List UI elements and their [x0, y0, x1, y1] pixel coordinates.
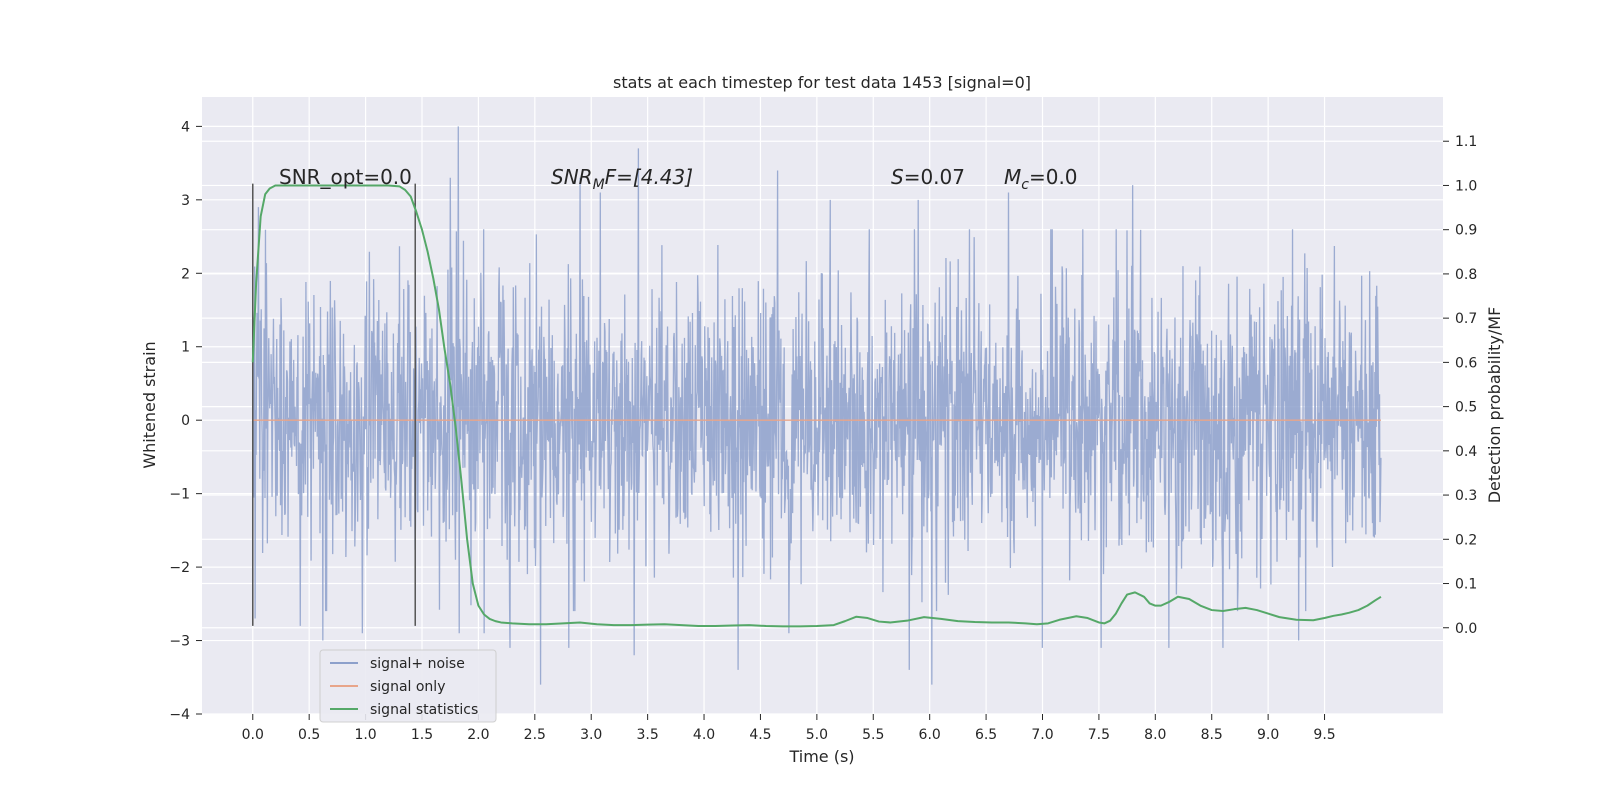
x-tick-label-1: 0.5 — [298, 727, 320, 743]
x-tick-label-13: 6.5 — [975, 727, 997, 743]
annotation-s: S=0.07 — [891, 165, 965, 189]
legend-label-signal-only: signal only — [370, 679, 445, 695]
y2-tick-label-7: 0.4 — [1455, 444, 1477, 460]
annotation-snr-opt: SNR_opt=0.0 — [279, 165, 412, 189]
x-tick-label-7: 3.5 — [636, 727, 658, 743]
y-axis-label: Whitened strain — [140, 341, 159, 468]
y-tick-label-1: 3 — [181, 193, 190, 209]
x-tick-label-9: 4.5 — [749, 727, 771, 743]
x-tick-label-5: 2.5 — [524, 727, 546, 743]
x-tick-label-6: 3.0 — [580, 727, 602, 743]
y2-tick-label-3: 0.8 — [1455, 267, 1477, 283]
signal-noise-line — [252, 126, 1382, 685]
y2-axis-ticks: 1.1 1.0 0.9 0.8 0.7 0.6 0.5 0.4 0.3 0.2 0.1 0.0 — [1443, 134, 1477, 637]
signal-statistics-line — [251, 184, 1382, 628]
annotation-snr-mf: SNRMF=[4.43] — [551, 165, 693, 193]
annotation-s-value: =0.07 — [904, 165, 965, 189]
legend-box — [319, 649, 497, 723]
x-axis-label: Time (s) — [788, 747, 854, 766]
annotation-mc: Mc=0.0 — [1004, 165, 1078, 193]
x-tick-label-16: 8.0 — [1144, 727, 1166, 743]
y-tick-label-8: −4 — [169, 707, 190, 723]
annotation-snr-mf-subscript: M — [593, 177, 605, 193]
annotation-mc-subscript: c — [1021, 177, 1029, 193]
x-tick-label-17: 8.5 — [1201, 727, 1223, 743]
annotation-mc-value: =0.0 — [1029, 165, 1078, 189]
signal-statistics-series — [251, 184, 1382, 628]
y-tick-label-5: −1 — [169, 487, 190, 503]
x-tick-label-12: 6.0 — [919, 727, 941, 743]
y2-tick-label-1: 1.0 — [1455, 178, 1477, 194]
annotation-snr-mf-value: F=[4.43] — [605, 165, 693, 189]
y2-tick-label-6: 0.5 — [1455, 400, 1477, 416]
x-tick-label-4: 2.0 — [467, 727, 489, 743]
y2-tick-label-4: 0.7 — [1455, 311, 1477, 327]
x-tick-label-2: 1.0 — [354, 727, 376, 743]
x-tick-label-15: 7.5 — [1088, 727, 1110, 743]
x-tick-label-8: 4.0 — [693, 727, 715, 743]
x-tick-label-11: 5.5 — [862, 727, 884, 743]
annotation-s-symbol: S — [891, 165, 904, 189]
y2-tick-label-10: 0.1 — [1455, 577, 1477, 593]
y2-axis-label: Detection probability/MF — [1485, 307, 1504, 504]
y-tick-label-4: 0 — [181, 413, 190, 429]
chart-title: stats at each timestep for test data 145… — [613, 73, 1031, 92]
x-tick-label-0: 0.0 — [242, 727, 264, 743]
x-tick-label-3: 1.5 — [411, 727, 433, 743]
annotation-mc-symbol: M — [1004, 165, 1021, 189]
y2-tick-label-9: 0.2 — [1455, 532, 1477, 548]
x-tick-label-14: 7.0 — [1031, 727, 1053, 743]
y2-tick-label-5: 0.6 — [1455, 355, 1477, 371]
y-tick-label-3: 1 — [181, 340, 190, 356]
marker-lines — [252, 183, 416, 626]
x-axis-ticks: 0.0 0.5 1.0 1.5 2.0 2.5 3.0 3.5 4.0 4.5 5.0 5.5 6.0 6… — [242, 714, 1336, 743]
y2-tick-label-11: 0.0 — [1455, 621, 1477, 637]
x-tick-label-10: 5.0 — [806, 727, 828, 743]
y-tick-label-0: 4 — [181, 119, 190, 135]
y-tick-label-7: −3 — [169, 634, 190, 650]
y-tick-label-6: −2 — [169, 560, 190, 576]
y-axis-ticks: 4 3 2 1 0 −1 −2 −3 −4 — [169, 119, 202, 723]
signal-noise-series — [252, 126, 1382, 685]
y2-tick-label-8: 0.3 — [1455, 488, 1477, 504]
y-tick-label-2: 2 — [181, 266, 190, 282]
legend-label-signal-statistics: signal statistics — [370, 702, 478, 718]
y2-tick-label-0: 1.1 — [1455, 134, 1477, 150]
y2-tick-label-2: 0.9 — [1455, 223, 1477, 239]
annotation-snr-mf-symbol: SNR — [551, 165, 593, 189]
x-tick-label-19: 9.5 — [1313, 727, 1335, 743]
legend: signal+ noise signal only signal statist… — [319, 649, 497, 723]
legend-label-signal-noise: signal+ noise — [370, 656, 465, 672]
x-tick-label-18: 9.0 — [1257, 727, 1279, 743]
